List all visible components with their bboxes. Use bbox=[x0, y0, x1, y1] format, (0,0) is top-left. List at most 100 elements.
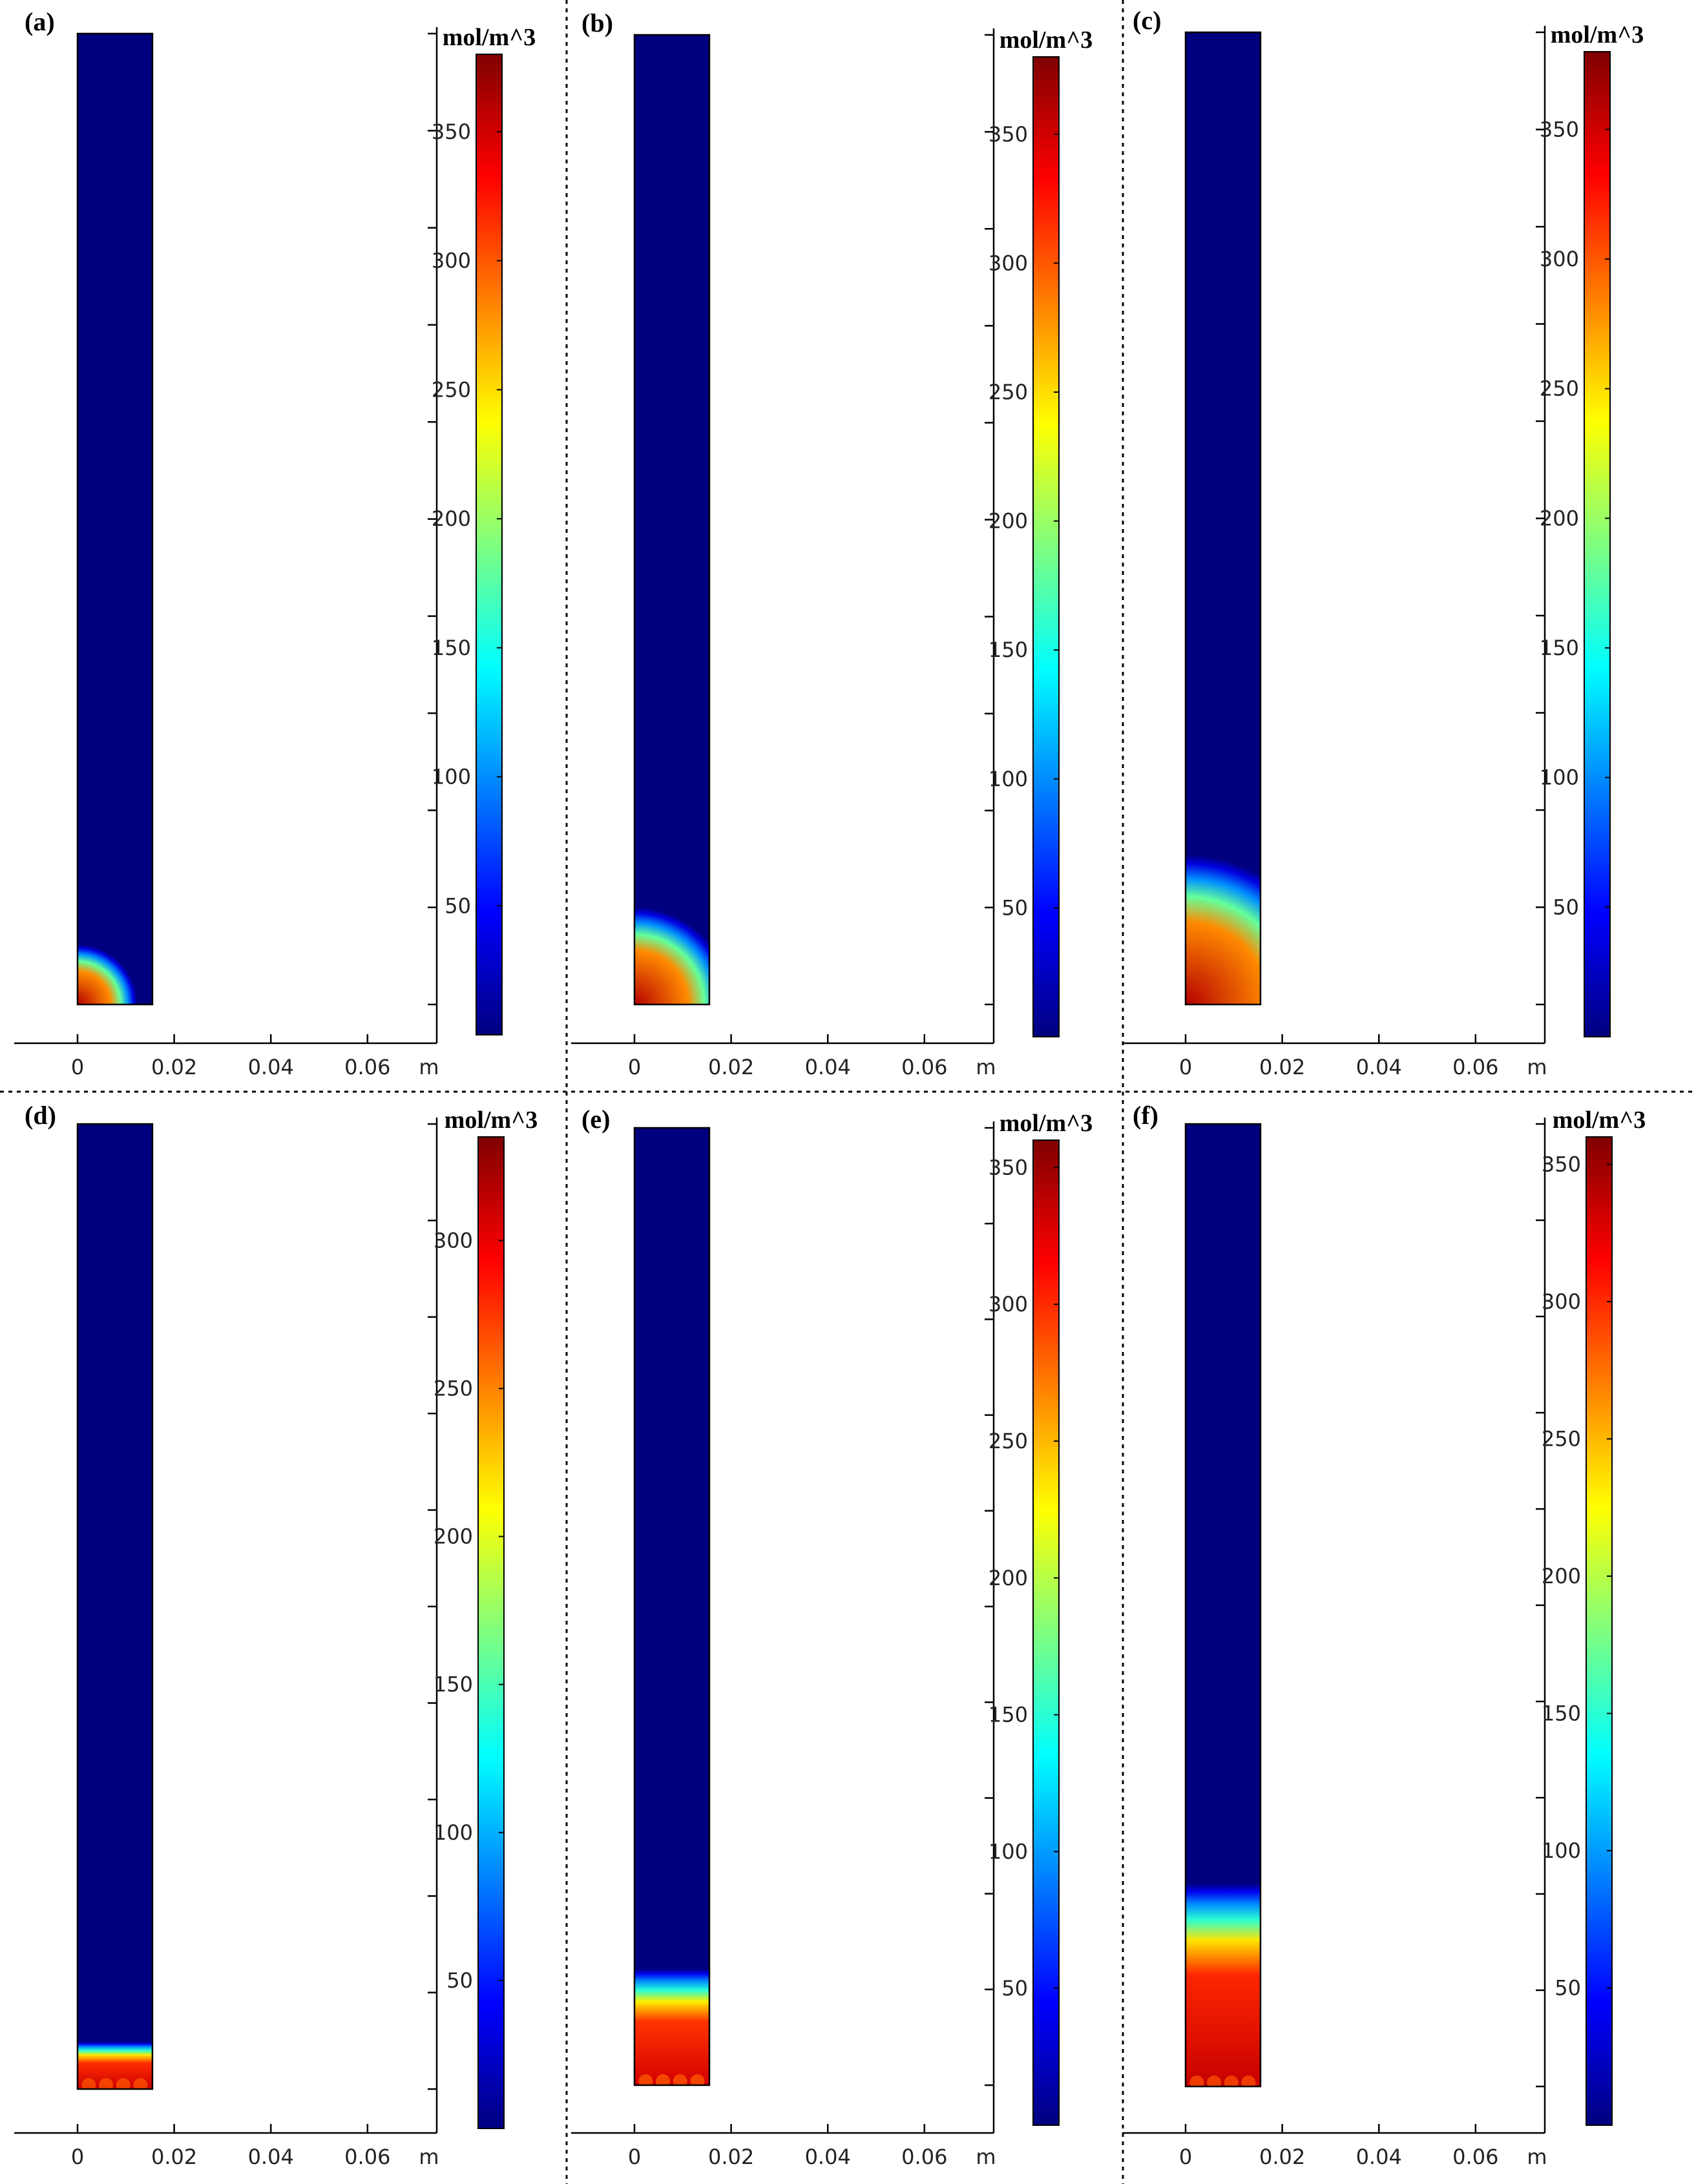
bottom-blob bbox=[1224, 2075, 1239, 2086]
x-unit-label: m bbox=[419, 2145, 439, 2169]
colorbar-unit-label: mol/m^3 bbox=[445, 1107, 538, 1134]
colorbar-unit-label: mol/m^3 bbox=[1000, 1110, 1093, 1137]
colorbar bbox=[476, 54, 503, 1035]
colorbar-tick-label: 50 bbox=[446, 1968, 473, 1993]
domain-outline bbox=[76, 32, 154, 1006]
x-unit-label: m bbox=[419, 1055, 439, 1079]
panel-label: (c) bbox=[1133, 6, 1161, 35]
colorbar-tick-label: 50 bbox=[445, 893, 471, 918]
bottom-blob bbox=[1207, 2075, 1222, 2086]
colorbar-unit-label: mol/m^3 bbox=[1553, 1107, 1646, 1134]
x-unit-label: m bbox=[1527, 1055, 1547, 1079]
x-tick-label: 0.02 bbox=[1259, 1055, 1305, 1079]
colorbar-tick-label: 150 bbox=[1542, 1701, 1581, 1726]
domain-field bbox=[1186, 32, 1261, 1004]
x-tick-label: 0.06 bbox=[901, 2145, 947, 2169]
colorbar-tick-label: 200 bbox=[1542, 1564, 1581, 1588]
colorbar-tick-label: 200 bbox=[989, 509, 1028, 534]
colorbar-tick-label: 100 bbox=[989, 767, 1028, 791]
x-tick-label: 0.06 bbox=[901, 1055, 947, 1079]
x-unit-label: m bbox=[1527, 2145, 1547, 2169]
colorbar-tick-label: 250 bbox=[1542, 1427, 1581, 1451]
x-tick-label: 0.04 bbox=[1356, 2145, 1402, 2169]
x-tick-label: 0.06 bbox=[1452, 2145, 1498, 2169]
concentration-hot-zone bbox=[634, 907, 709, 1004]
domain-field bbox=[78, 34, 152, 1004]
colorbar-tick-label: 150 bbox=[434, 1672, 473, 1697]
colorbar bbox=[477, 1136, 505, 2129]
colorbar-tick-label: 350 bbox=[1542, 1152, 1581, 1177]
x-tick-label: 0 bbox=[1179, 2145, 1192, 2169]
colorbar-tick-label: 300 bbox=[434, 1228, 473, 1253]
colorbar-tick-label: 150 bbox=[432, 636, 471, 660]
colorbar-tick-label: 350 bbox=[432, 120, 471, 144]
domain-outline bbox=[633, 1127, 711, 2086]
panel-d: (d) 0 0.02 0.04 0.06 m mol/m^3 50 100 150 200 250 30… bbox=[14, 1101, 538, 2169]
panel-label: (b) bbox=[581, 8, 613, 37]
domain-outline bbox=[1184, 31, 1262, 1006]
x-tick-label: 0.02 bbox=[708, 2145, 754, 2169]
bottom-blob bbox=[656, 2074, 671, 2085]
panel-label: (e) bbox=[581, 1105, 610, 1134]
x-unit-label: m bbox=[976, 1055, 996, 1079]
x-tick-label: 0.04 bbox=[805, 1055, 851, 1079]
colorbar-tick-label: 50 bbox=[1001, 1976, 1028, 2001]
colorbar-tick-label: 200 bbox=[989, 1566, 1028, 1590]
colorbar-tick-label: 300 bbox=[989, 1292, 1028, 1316]
colorbar-tick-label: 150 bbox=[989, 638, 1028, 662]
concentration-hot-band bbox=[1186, 1883, 1261, 2086]
x-tick-label: 0.02 bbox=[708, 1055, 754, 1079]
colorbar-tick-label: 350 bbox=[1540, 117, 1579, 141]
x-tick-label: 0.04 bbox=[805, 2145, 851, 2169]
x-unit-label: m bbox=[976, 2145, 996, 2169]
colorbar-tick-label: 300 bbox=[989, 251, 1028, 275]
colorbar-tick-label: 250 bbox=[432, 377, 471, 402]
colorbar-tick-label: 300 bbox=[1542, 1289, 1581, 1314]
x-tick-label: 0 bbox=[1179, 1055, 1192, 1079]
panel-label: (a) bbox=[25, 7, 55, 36]
domain-outline bbox=[633, 34, 711, 1006]
x-tick-label: 0.06 bbox=[344, 1055, 390, 1079]
bottom-blob bbox=[99, 2078, 114, 2089]
colorbar-tick-label: 300 bbox=[432, 249, 471, 273]
colorbar-unit-label: mol/m^3 bbox=[1551, 21, 1644, 48]
panel-label: (d) bbox=[25, 1101, 56, 1130]
colorbar-tick-label: 50 bbox=[1555, 1976, 1581, 2001]
domain-field bbox=[634, 1128, 709, 2085]
bottom-blob bbox=[673, 2074, 687, 2085]
x-tick-label: 0.02 bbox=[151, 1055, 197, 1079]
concentration-hot-zone bbox=[78, 944, 138, 1004]
x-tick-label: 0.06 bbox=[1452, 1055, 1498, 1079]
concentration-hot-band bbox=[634, 1969, 709, 2085]
x-tick-label: 0 bbox=[628, 1055, 641, 1079]
domain-outline bbox=[1184, 1123, 1262, 2088]
colorbar-tick-label: 100 bbox=[432, 765, 471, 789]
panel-b: (b) 0 0.02 0.04 0.06 m mol/m^3 50 100 150 200 250 30… bbox=[571, 8, 1093, 1079]
x-tick-label: 0.02 bbox=[151, 2145, 197, 2169]
colorbar bbox=[1032, 1139, 1060, 2126]
x-tick-label: 0.04 bbox=[1356, 1055, 1402, 1079]
bottom-blob bbox=[690, 2074, 705, 2085]
x-tick-label: 0 bbox=[71, 2145, 84, 2169]
panel-label: (f) bbox=[1133, 1101, 1158, 1130]
colorbar-tick-label: 350 bbox=[989, 1155, 1028, 1180]
x-tick-label: 0.06 bbox=[344, 2145, 390, 2169]
colorbar bbox=[1586, 1136, 1613, 2126]
colorbar-tick-label: 150 bbox=[989, 1703, 1028, 1727]
colorbar-tick-label: 100 bbox=[1540, 765, 1579, 790]
colorbar bbox=[1584, 51, 1611, 1037]
colorbar-tick-label: 250 bbox=[434, 1376, 473, 1400]
colorbar-unit-label: mol/m^3 bbox=[443, 24, 536, 51]
colorbar-tick-label: 100 bbox=[434, 1820, 473, 1845]
bottom-blob bbox=[116, 2078, 131, 2089]
colorbar-tick-label: 350 bbox=[989, 122, 1028, 147]
bottom-blob bbox=[638, 2074, 653, 2085]
colorbar-tick-label: 50 bbox=[1553, 895, 1579, 919]
bottom-blob bbox=[81, 2078, 96, 2089]
domain-field bbox=[634, 35, 709, 1004]
bottom-blob bbox=[133, 2078, 148, 2089]
colorbar-tick-label: 100 bbox=[989, 1839, 1028, 1864]
panel-c: (c) 0 0.02 0.04 0.06 m mol/m^3 50 100 150 200 250 30… bbox=[1122, 6, 1644, 1079]
